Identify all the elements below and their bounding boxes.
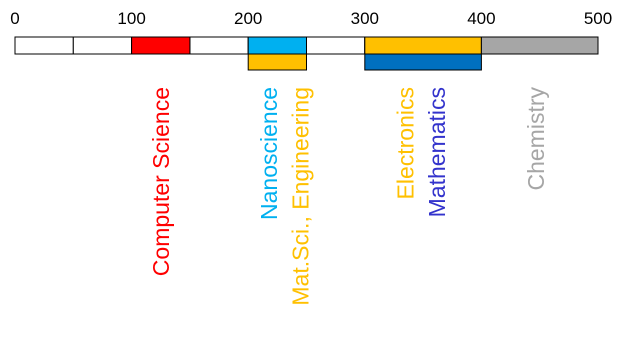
tick-label: 400 <box>467 9 495 28</box>
tick-label: 500 <box>584 9 612 28</box>
tick-label: 0 <box>10 9 19 28</box>
field-label: Computer Science <box>148 87 174 276</box>
field-label: Chemistry <box>523 87 549 191</box>
tick-label: 200 <box>234 9 262 28</box>
field-label: Mathematics <box>424 87 450 217</box>
tick-labels: 0 100 200 300 400 500 <box>10 9 612 28</box>
field-label: Nanoscience <box>256 87 282 220</box>
field-label: Electronics <box>393 87 419 199</box>
field-labels: Computer Science Nanoscience Mat.Sci., Eng… <box>148 87 549 306</box>
bottom-colored-segments <box>247 53 482 71</box>
top-segment <box>480 36 599 55</box>
top-segment <box>247 36 307 55</box>
bottom-segment <box>247 53 307 71</box>
scale-cell <box>189 36 249 55</box>
top-segment <box>131 36 191 55</box>
scale-cell <box>72 36 133 55</box>
bottom-segment <box>364 53 482 71</box>
tick-label: 300 <box>351 9 379 28</box>
top-segment <box>364 36 482 55</box>
scale-cell <box>14 36 74 55</box>
field-label: Mat.Sci., Engineering <box>288 87 314 306</box>
scale-cell <box>306 36 366 55</box>
tick-label: 100 <box>117 9 145 28</box>
